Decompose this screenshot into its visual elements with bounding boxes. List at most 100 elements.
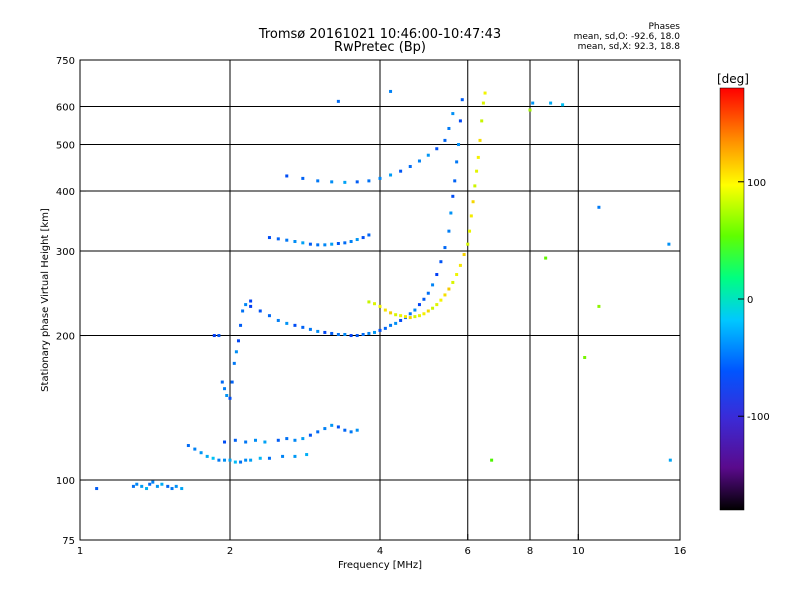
data-point (458, 119, 462, 123)
data-point (383, 326, 387, 330)
data-point (389, 323, 393, 327)
data-point (166, 484, 170, 488)
data-point (236, 339, 240, 343)
y-tick-label: 200 (56, 332, 75, 343)
data-point (394, 321, 398, 325)
x-tick-label: 8 (527, 546, 533, 557)
data-point (234, 350, 238, 354)
data-point (316, 430, 320, 434)
data-point (367, 331, 371, 335)
colorbar-ticks: -100 0 100 (738, 178, 770, 423)
phase-stats: Phases mean, sd,O: -92.6, 18.0 mean, sd,… (574, 22, 680, 52)
data-point (373, 302, 377, 306)
data-point (330, 180, 334, 184)
data-point (447, 287, 451, 291)
data-point (212, 334, 216, 338)
data-point (323, 330, 327, 334)
colorbar-label: [deg] (717, 72, 749, 86)
y-tick-label: 600 (56, 103, 75, 114)
data-point (244, 440, 248, 444)
x-tick-label: 10 (572, 546, 585, 557)
data-point (343, 332, 347, 336)
data-point (355, 334, 359, 338)
data-points (95, 89, 672, 491)
data-point (408, 164, 412, 168)
data-point (285, 437, 289, 441)
data-point (285, 174, 289, 178)
data-point (355, 180, 359, 184)
data-point (447, 126, 451, 130)
data-point (389, 89, 393, 93)
data-point (544, 256, 548, 260)
data-point (258, 456, 262, 460)
data-point (531, 101, 535, 105)
data-point (140, 484, 144, 488)
data-point (281, 454, 285, 458)
y-axis-label: Stationary phase Virtual Height [km] (40, 208, 51, 392)
data-point (451, 194, 455, 198)
data-point (435, 303, 439, 307)
x-tick-label: 1 (77, 546, 83, 557)
data-point (301, 325, 305, 329)
data-point (561, 103, 565, 107)
data-point (443, 138, 447, 142)
colorbar-tick-label: -100 (747, 412, 770, 423)
data-point (186, 444, 190, 448)
data-point (285, 321, 289, 325)
data-point (151, 480, 155, 484)
phase-stats-title: Phases (648, 22, 680, 32)
data-point (471, 200, 475, 204)
data-point (462, 253, 466, 257)
data-point (241, 309, 245, 313)
data-point (293, 323, 297, 327)
grid-lines (80, 60, 680, 540)
data-point (316, 179, 320, 183)
data-point (193, 447, 197, 451)
data-point (305, 453, 309, 457)
data-point (233, 460, 237, 464)
data-point (323, 427, 327, 431)
data-point (490, 458, 494, 462)
data-point (336, 242, 340, 246)
data-point (205, 454, 209, 458)
chart-title-line1: Tromsø 20161021 10:46:00-10:47:43 (258, 27, 502, 42)
data-point (232, 361, 236, 365)
data-point (667, 242, 671, 246)
data-point (597, 304, 601, 308)
data-point (457, 143, 461, 147)
data-point (249, 299, 253, 303)
data-point (378, 176, 382, 180)
data-point (145, 487, 149, 491)
data-point (399, 318, 403, 322)
data-point (223, 440, 227, 444)
data-point (160, 482, 164, 486)
data-point (293, 240, 297, 244)
data-point (355, 428, 359, 432)
data-point (431, 283, 435, 287)
data-point (293, 454, 297, 458)
data-point (422, 312, 426, 316)
data-point (473, 184, 477, 188)
data-point (417, 314, 421, 318)
data-point (443, 246, 447, 250)
data-point (378, 328, 382, 332)
data-point (336, 332, 340, 336)
data-point (155, 484, 159, 488)
data-point (389, 173, 393, 177)
data-point (148, 482, 152, 486)
axis-ticks: 1 2 4 6 8 10 16 75 100 200 300 400 500 600 750 (56, 56, 686, 557)
data-point (453, 179, 457, 183)
data-point (293, 438, 297, 442)
data-point (549, 101, 553, 105)
y-tick-label: 300 (56, 247, 75, 258)
data-point (475, 169, 479, 173)
colorbar-tick-label: 0 (747, 295, 753, 306)
data-point (316, 243, 320, 247)
data-point (417, 303, 421, 307)
data-point (263, 440, 267, 444)
y-tick-label: 400 (56, 187, 75, 198)
data-point (343, 241, 347, 245)
data-point (253, 438, 257, 442)
data-point (131, 484, 135, 488)
